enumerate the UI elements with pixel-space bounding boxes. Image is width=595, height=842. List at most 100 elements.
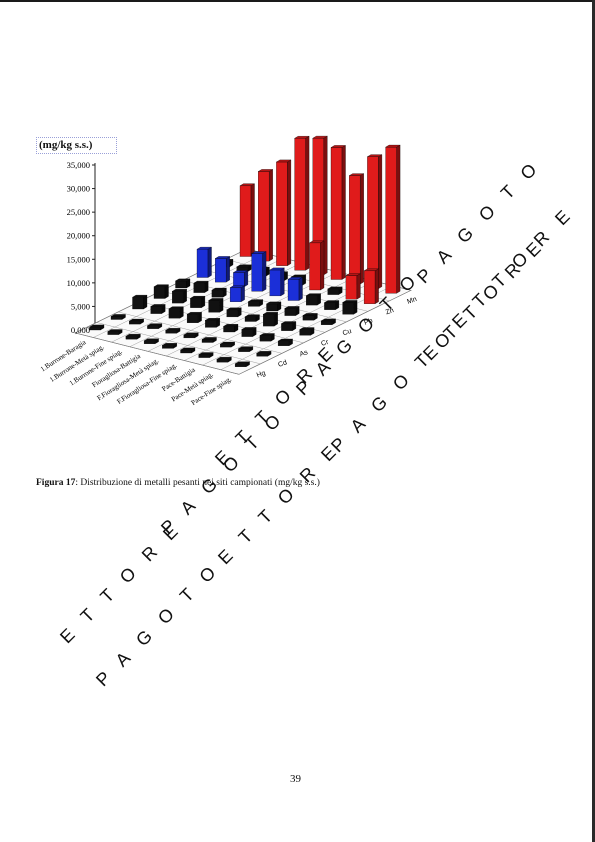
figure-caption: Figura 17: Distribuzione di metalli pesa… [36, 478, 320, 488]
bar-top-face [107, 329, 123, 332]
bar-front-face [162, 345, 174, 349]
bar-cu-site-8 [302, 313, 318, 321]
bar-mn-site-7 [348, 173, 365, 285]
bar-hg-site-2 [107, 329, 123, 335]
bar-side-face [356, 273, 361, 300]
bar-front-face [269, 269, 281, 297]
bar-top-face [179, 347, 196, 351]
bar-top-face [269, 267, 285, 271]
bar-top-face [229, 285, 246, 288]
y-tick-label: 0,000 [71, 325, 90, 335]
bar-pb-site-7 [305, 293, 322, 306]
bar-side-face [320, 240, 325, 291]
bar-front-face [238, 348, 250, 352]
bar-top-face [277, 338, 294, 342]
bar-side-face [323, 135, 328, 276]
metal-label: Pb [363, 317, 374, 327]
bar-top-face [131, 294, 148, 298]
bar-front-face [263, 314, 275, 327]
bar-front-face [299, 329, 311, 336]
bar-top-face [366, 154, 383, 157]
bar-side-face [305, 135, 310, 271]
bar-as-site-6 [222, 323, 239, 333]
bar-cd-site-3 [146, 323, 163, 329]
bar-pb-site-9 [342, 300, 358, 315]
metal-label: Cd [277, 359, 288, 369]
bar-top-face [280, 321, 297, 324]
bar-top-face [323, 300, 340, 303]
bar-front-face [143, 340, 156, 344]
bar-as-site-8 [259, 333, 275, 342]
bar-top-face [150, 304, 166, 307]
bar-front-face [345, 275, 358, 300]
bar-cu-site-2 [193, 280, 209, 293]
bar-front-face [215, 258, 227, 283]
bar-side-face [244, 270, 249, 287]
bar-top-face [302, 313, 318, 316]
bar-front-face [186, 314, 199, 323]
metal-label: Mn [406, 296, 418, 306]
bar-top-face [143, 338, 160, 341]
bar-side-face [164, 284, 169, 299]
bar-top-face [193, 280, 209, 284]
bar-top-face [211, 287, 227, 291]
bar-pb-site-8 [323, 300, 340, 310]
bar-hg-site-3 [125, 333, 141, 340]
bar-front-face [150, 306, 162, 314]
bar-front-face [251, 253, 263, 292]
bar-front-face [302, 315, 315, 321]
bar-cd-site-5 [183, 332, 199, 339]
bar-cu-site-7 [284, 306, 300, 316]
figure-caption-lead: Figura 17 [36, 478, 76, 488]
bar-zn-site-8 [345, 273, 361, 300]
bar-front-face [309, 242, 321, 291]
bar-pb-site-2 [214, 256, 231, 283]
bar-top-face [88, 324, 105, 328]
bar-front-face [276, 161, 288, 266]
bar-top-face [275, 159, 292, 163]
bar-cd-site-8 [237, 346, 254, 352]
metal-label: Zn [385, 307, 395, 316]
bar-front-face [330, 147, 343, 280]
bar-front-face [258, 171, 270, 262]
bar-zn-site-6 [308, 240, 325, 291]
bar-top-face [110, 314, 127, 317]
bar-front-face [183, 334, 195, 339]
bar-hg-site-5 [161, 343, 178, 349]
bar-pb-site-6 [287, 276, 304, 301]
bar-front-face [208, 300, 220, 313]
y-tick-label: 25,000 [67, 207, 90, 217]
bar-hg-site-7 [198, 352, 214, 358]
bar-top-face [330, 145, 347, 148]
bar-front-face [281, 323, 293, 331]
bar-top-face [171, 289, 188, 292]
floor-grid-line [139, 301, 304, 344]
bar-front-face [306, 295, 318, 306]
bar-top-face [251, 251, 267, 254]
bar-front-face [287, 279, 300, 301]
bar-cr-site-1 [153, 284, 170, 299]
bar-mn-site-3 [275, 159, 292, 266]
bar-front-face [256, 353, 268, 357]
bar-top-face [232, 270, 249, 273]
bar-top-face [208, 298, 224, 301]
floor-grid-line [161, 290, 325, 333]
bar-as-site-9 [277, 338, 294, 347]
bar-top-face [327, 286, 343, 290]
bar-front-face [233, 272, 245, 287]
bar-top-face [161, 343, 178, 346]
bar-front-face [266, 303, 278, 312]
bar-cr-site-2 [171, 288, 188, 304]
chart-bars [88, 135, 401, 368]
bar-pb-site-5 [269, 267, 285, 297]
bar-cr-site-4 [208, 298, 224, 313]
bar-front-face [172, 291, 184, 304]
bar-front-face [180, 349, 192, 354]
bar-front-face [241, 329, 253, 337]
bar-mn-site-2 [257, 169, 274, 262]
bar-cu-site-4 [229, 285, 246, 303]
bar-top-face [174, 278, 191, 282]
bar-top-face [236, 264, 252, 268]
bar-front-face [168, 308, 181, 319]
bar-top-face [146, 323, 163, 326]
